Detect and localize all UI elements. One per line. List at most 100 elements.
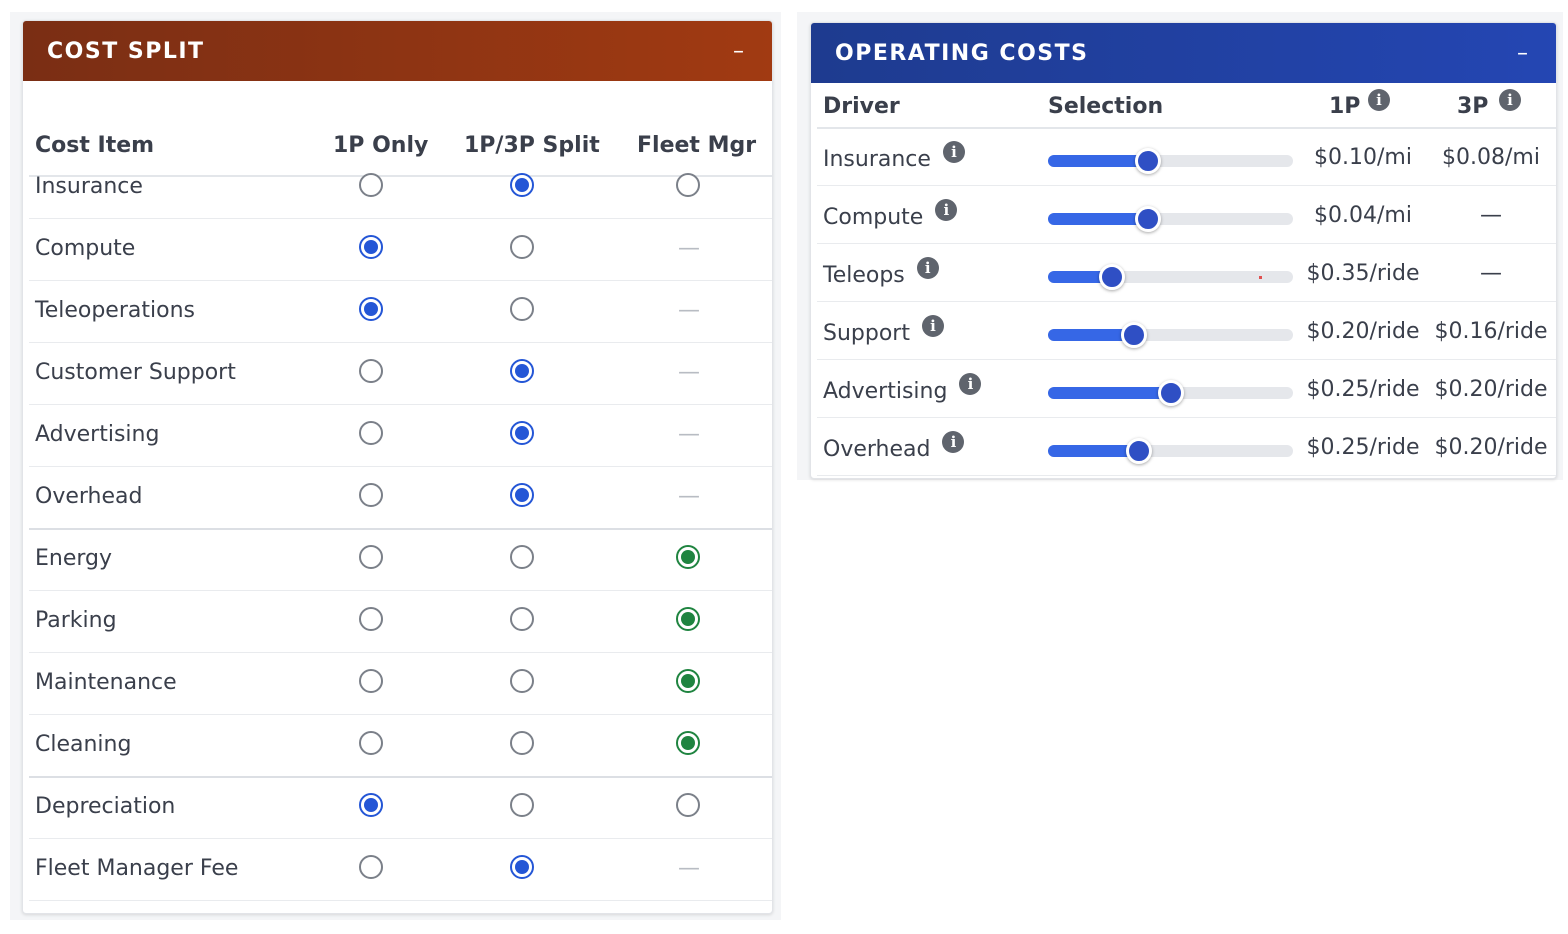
cost-item-label: Cleaning bbox=[35, 732, 132, 757]
table-row: Parking bbox=[29, 590, 772, 653]
fleet-mgr-unavailable: — bbox=[678, 856, 700, 881]
value-3p: $0.16/ride bbox=[1434, 319, 1548, 344]
radio-overhead-1p[interactable] bbox=[359, 483, 383, 507]
slider-thumb[interactable] bbox=[1157, 380, 1184, 406]
radio-compute-1p[interactable] bbox=[359, 235, 383, 259]
radio-energy-1p[interactable] bbox=[359, 545, 383, 569]
radio-parking-1p[interactable] bbox=[359, 607, 383, 631]
table-row: Insurance i $0.10/mi $0.08/mi bbox=[817, 127, 1556, 186]
radio-parking-split[interactable] bbox=[510, 607, 534, 631]
info-icon[interactable]: i bbox=[1499, 89, 1521, 111]
radio-compute-split[interactable] bbox=[510, 235, 534, 259]
info-icon[interactable]: i bbox=[942, 141, 965, 163]
table-row: Advertising i $0.25/ride $0.20/ride bbox=[817, 359, 1556, 418]
table-row: Customer Support — bbox=[29, 342, 772, 405]
value-3p: — bbox=[1480, 203, 1502, 228]
table-row: Advertising — bbox=[29, 404, 772, 467]
cost-item-label: Energy bbox=[35, 546, 113, 571]
radio-customer-support-split[interactable] bbox=[510, 359, 534, 383]
radio-depreciation-1p[interactable] bbox=[359, 793, 383, 817]
slider-fill bbox=[1048, 329, 1134, 341]
radio-fleet-manager-fee-1p[interactable] bbox=[359, 855, 383, 879]
slider-teleops[interactable] bbox=[1048, 264, 1293, 290]
table-row: Overhead i $0.25/ride $0.20/ride bbox=[817, 417, 1556, 476]
fleet-mgr-unavailable: — bbox=[678, 484, 700, 509]
column-header-selection: Selection bbox=[1048, 94, 1164, 119]
radio-insurance-1p[interactable] bbox=[359, 173, 383, 197]
radio-insurance-fleet[interactable] bbox=[676, 173, 700, 197]
radio-cleaning-1p[interactable] bbox=[359, 731, 383, 755]
driver-label: Compute bbox=[823, 205, 924, 230]
operating-costs-table-header: Driver Selection 1P i 3P i bbox=[817, 83, 1556, 129]
slider-thumb[interactable] bbox=[1125, 438, 1152, 464]
fleet-mgr-unavailable: — bbox=[678, 298, 700, 323]
radio-advertising-split[interactable] bbox=[510, 421, 534, 445]
radio-maintenance-1p[interactable] bbox=[359, 669, 383, 693]
table-row: Cleaning bbox=[29, 714, 772, 778]
slider-fill bbox=[1048, 445, 1139, 457]
column-header-1p-only: 1P Only bbox=[333, 133, 429, 158]
slider-advertising[interactable] bbox=[1048, 380, 1293, 406]
slider-insurance[interactable] bbox=[1048, 148, 1293, 174]
radio-maintenance-fleet[interactable] bbox=[676, 669, 700, 693]
cost-item-label: Insurance bbox=[35, 174, 143, 199]
slider-thumb[interactable] bbox=[1120, 322, 1147, 348]
info-icon[interactable]: i bbox=[921, 315, 944, 337]
value-1p: $0.04/mi bbox=[1314, 203, 1412, 228]
radio-advertising-1p[interactable] bbox=[359, 421, 383, 445]
slider-marker bbox=[1258, 276, 1262, 279]
radio-cleaning-split[interactable] bbox=[510, 731, 534, 755]
info-icon[interactable]: i bbox=[1368, 89, 1390, 111]
slider-fill bbox=[1048, 387, 1171, 399]
value-3p: $0.08/mi bbox=[1442, 145, 1540, 170]
radio-energy-fleet[interactable] bbox=[676, 545, 700, 569]
cost-item-label: Maintenance bbox=[35, 670, 177, 695]
value-1p: $0.10/mi bbox=[1314, 145, 1412, 170]
radio-energy-split[interactable] bbox=[510, 545, 534, 569]
table-row: Teleoperations — bbox=[29, 280, 772, 343]
radio-customer-support-1p[interactable] bbox=[359, 359, 383, 383]
cost-split-title: COST SPLIT bbox=[47, 38, 205, 64]
driver-label: Advertising bbox=[823, 379, 948, 404]
operating-costs-collapse-button[interactable]: – bbox=[1513, 41, 1532, 66]
table-row: Depreciation bbox=[29, 776, 772, 839]
radio-cleaning-fleet[interactable] bbox=[676, 731, 700, 755]
cost-item-label: Depreciation bbox=[35, 794, 176, 819]
radio-teleoperations-1p[interactable] bbox=[359, 297, 383, 321]
table-row: Compute i $0.04/mi — bbox=[817, 185, 1556, 244]
radio-insurance-split[interactable] bbox=[510, 173, 534, 197]
slider-thumb[interactable] bbox=[1135, 206, 1162, 232]
radio-depreciation-fleet[interactable] bbox=[676, 793, 700, 817]
info-icon[interactable]: i bbox=[959, 373, 982, 395]
operating-costs-header: OPERATING COSTS – bbox=[811, 23, 1556, 83]
table-row: Compute — bbox=[29, 218, 772, 281]
table-row: Maintenance bbox=[29, 652, 772, 715]
column-header-driver: Driver bbox=[823, 94, 900, 119]
slider-thumb[interactable] bbox=[1098, 264, 1125, 290]
cost-item-label: Fleet Manager Fee bbox=[35, 856, 239, 881]
radio-parking-fleet[interactable] bbox=[676, 607, 700, 631]
cost-split-collapse-button[interactable]: – bbox=[729, 39, 748, 64]
slider-support[interactable] bbox=[1048, 322, 1293, 348]
column-header-fleet-mgr: Fleet Mgr bbox=[637, 133, 757, 158]
value-3p: $0.20/ride bbox=[1434, 435, 1548, 460]
slider-fill bbox=[1048, 271, 1112, 283]
cost-item-label: Parking bbox=[35, 608, 117, 633]
fleet-mgr-unavailable: — bbox=[678, 236, 700, 261]
operating-costs-title: OPERATING COSTS bbox=[835, 40, 1089, 66]
table-row: Fleet Manager Fee — bbox=[29, 838, 772, 901]
slider-compute[interactable] bbox=[1048, 206, 1293, 232]
value-1p: $0.25/ride bbox=[1306, 377, 1420, 402]
slider-overhead[interactable] bbox=[1048, 438, 1293, 464]
info-icon[interactable]: i bbox=[935, 199, 958, 221]
info-icon[interactable]: i bbox=[916, 257, 939, 279]
fleet-mgr-unavailable: — bbox=[678, 422, 700, 447]
radio-depreciation-split[interactable] bbox=[510, 793, 534, 817]
radio-teleoperations-split[interactable] bbox=[510, 297, 534, 321]
slider-thumb[interactable] bbox=[1135, 148, 1162, 174]
radio-maintenance-split[interactable] bbox=[510, 669, 534, 693]
driver-label: Teleops bbox=[823, 263, 905, 288]
info-icon[interactable]: i bbox=[942, 431, 965, 453]
radio-fleet-manager-fee-split[interactable] bbox=[510, 855, 534, 879]
radio-overhead-split[interactable] bbox=[510, 483, 534, 507]
